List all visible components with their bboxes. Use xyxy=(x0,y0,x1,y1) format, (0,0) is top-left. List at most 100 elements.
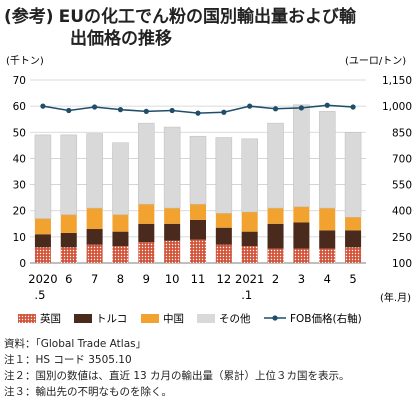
bar-segment xyxy=(241,212,258,232)
fob-point xyxy=(247,103,253,109)
bar-segment xyxy=(34,247,51,263)
bar-segment xyxy=(345,217,362,231)
legend-swatch xyxy=(18,314,36,323)
right-tick-label: 1,150 xyxy=(382,75,412,87)
bar-segment xyxy=(86,208,103,230)
left-tick-label: 40 xyxy=(13,153,26,165)
legend: 英国 トルコ 中国 その他 FOB価格(右軸) xyxy=(18,312,362,325)
bar-segment xyxy=(189,135,207,205)
bar-segment xyxy=(293,248,310,263)
bar-segment xyxy=(164,223,181,241)
legend-label: 中国 xyxy=(163,312,184,325)
x-tick-sublabel: .5 xyxy=(34,288,45,302)
left-tick-label: 50 xyxy=(13,127,26,139)
bar-segment xyxy=(112,231,129,247)
legend-label: 英国 xyxy=(40,312,61,325)
fob-point xyxy=(117,107,124,113)
legend-swatch xyxy=(141,314,159,323)
x-tick-label: 2020 xyxy=(28,272,57,286)
right-tick-label: 250 xyxy=(392,232,412,244)
bar-segment xyxy=(112,214,129,232)
title-prefix: (参考) xyxy=(4,7,54,27)
bar-segment xyxy=(267,208,284,224)
right-tick-label: 400 xyxy=(392,206,412,218)
bar-segment xyxy=(267,122,284,209)
bar-segment xyxy=(164,240,181,263)
x-tick-label: 2021 xyxy=(235,272,264,286)
bar-segment xyxy=(112,246,129,263)
bar-segment xyxy=(138,242,155,263)
legend-label: トルコ xyxy=(96,313,127,325)
bar-segment xyxy=(319,248,336,263)
title-line-2: 出価格の推移 xyxy=(70,29,172,49)
x-tick-label: 3 xyxy=(298,272,305,286)
bar-segment xyxy=(241,138,258,213)
fob-point xyxy=(169,107,175,114)
bar-segment xyxy=(319,208,336,231)
bar-segment xyxy=(86,244,103,263)
x-tick-label: 2 xyxy=(272,272,279,286)
left-tick-label: 20 xyxy=(13,206,26,218)
left-tick-label: 60 xyxy=(13,101,26,113)
right-tick-label: 550 xyxy=(392,180,412,192)
fob-point xyxy=(350,104,356,110)
bar-segment xyxy=(293,206,310,223)
notes: 資料：「Global Trade Atlas」 注１：HS コード 3505.1… xyxy=(4,336,350,400)
legend-swatch xyxy=(74,314,92,323)
bar-segment xyxy=(189,204,207,220)
note-3: 注３：輸出先の不明なものを除く。 xyxy=(4,386,172,398)
bar-segment xyxy=(345,247,362,263)
x-tick-label: 9 xyxy=(143,272,150,286)
bar-segment xyxy=(189,219,207,240)
left-tick-label: 10 xyxy=(13,232,26,244)
left-tick-label: 70 xyxy=(13,75,26,87)
x-tick-label: 6 xyxy=(65,272,72,286)
bars xyxy=(34,104,362,263)
bar-segment xyxy=(293,104,310,208)
bar-segment xyxy=(318,111,336,209)
right-tick-label: 700 xyxy=(392,153,412,165)
note-1: 注１：HS コード 3505.10 xyxy=(4,354,132,366)
bar-segment xyxy=(34,234,51,248)
legend-label: その他 xyxy=(219,312,251,325)
y-left-label: (千トン) xyxy=(6,55,44,67)
note-source: 資料：「Global Trade Atlas」 xyxy=(4,338,147,350)
fob-point xyxy=(272,106,279,112)
left-tick-labels: 0 10 20 30 40 50 60 70 xyxy=(13,75,26,270)
fob-point xyxy=(221,109,227,115)
bar-segment xyxy=(112,142,129,215)
bar-segment xyxy=(241,246,258,263)
x-tick-label: 4 xyxy=(324,272,331,286)
left-tick-label: 0 xyxy=(19,258,26,270)
bar-segment xyxy=(34,134,52,219)
bar-segment xyxy=(60,247,77,263)
bar-segment xyxy=(163,126,181,209)
bar-segment xyxy=(86,229,103,245)
fob-point xyxy=(92,104,98,110)
bar-segment xyxy=(138,223,155,243)
chart-title: (参考) EUの化工でん粉の国別輸出量および輸 xyxy=(4,2,416,27)
x-tick-label: 11 xyxy=(191,272,206,286)
x-tick-label: 12 xyxy=(217,272,232,286)
fob-point xyxy=(298,105,304,111)
bar-segment xyxy=(138,204,155,224)
legend-marker xyxy=(272,315,278,321)
bar-segment xyxy=(267,248,284,263)
bar-segment xyxy=(215,213,232,228)
legend-label: FOB価格(右軸) xyxy=(290,312,362,325)
x-tick-label: 5 xyxy=(349,272,356,286)
bar-segment xyxy=(189,239,207,263)
right-tick-labels: 100 250 400 550 700 850 1,000 1,150 xyxy=(382,75,412,270)
note-2: 注２：国別の数値は、直近 13 カ月の輸出量（累計）上位３カ国を表示。 xyxy=(4,370,350,382)
fob-point xyxy=(66,107,72,114)
bar-segment xyxy=(344,132,362,218)
fob-price-line xyxy=(40,102,356,116)
bar-segment xyxy=(60,214,77,233)
x-tick-label: 10 xyxy=(165,272,180,286)
right-tick-label: 1,000 xyxy=(382,101,412,113)
x-tick-labels: 2020 .5 6 7 8 9 10 11 12 2021 .1 2 3 4 5 xyxy=(28,272,356,302)
fob-point xyxy=(324,102,330,108)
bar-segment xyxy=(138,122,155,205)
bar-segment xyxy=(34,218,51,235)
